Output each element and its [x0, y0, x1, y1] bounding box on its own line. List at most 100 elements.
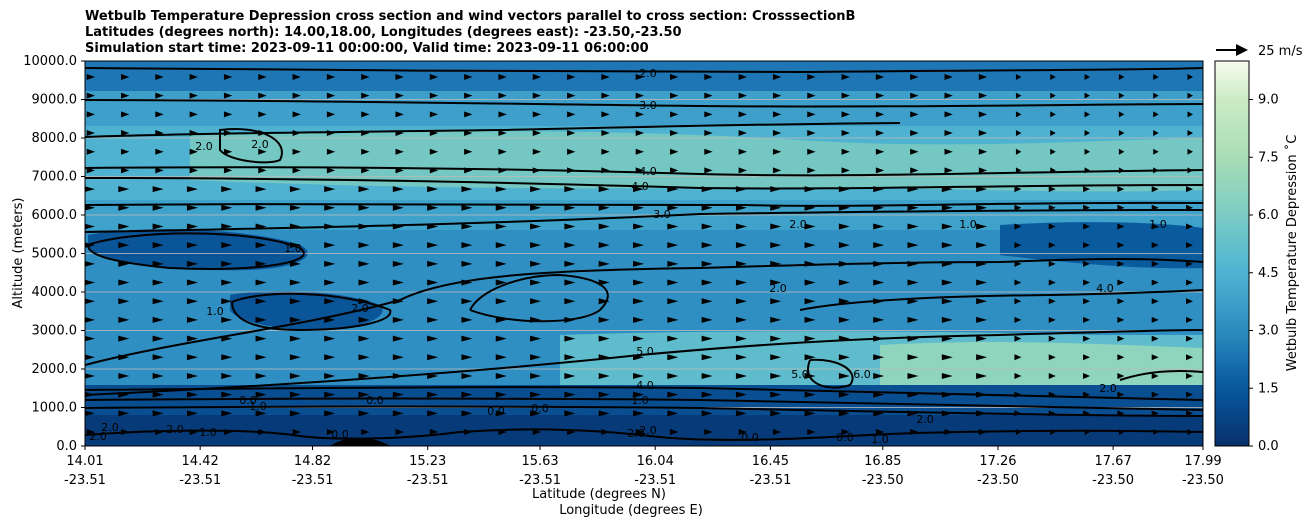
wind-arrow	[85, 242, 95, 248]
wind-arrow	[633, 204, 644, 211]
x-tick-label-lat: 15.23	[409, 454, 446, 469]
wind-arrow	[944, 167, 953, 174]
wind-arrow	[804, 279, 816, 286]
wind-arrow	[189, 429, 198, 435]
wind-arrow	[1083, 242, 1091, 249]
wind-arrow	[633, 242, 644, 249]
wind-arrow	[770, 372, 782, 379]
wind-arrow	[464, 148, 473, 155]
wind-arrow	[464, 167, 473, 174]
wind-arrow	[358, 391, 370, 398]
wind-arrow	[427, 260, 439, 267]
wind-arrow	[598, 354, 610, 361]
wind-arrow	[427, 316, 439, 323]
wind-arrow	[118, 223, 130, 230]
wind-arrow	[841, 74, 850, 80]
wind-arrow	[427, 204, 439, 211]
wind-arrow	[1153, 429, 1159, 435]
wind-arrow	[326, 74, 336, 80]
wind-arrow	[770, 316, 782, 323]
wind-arrow	[772, 429, 782, 435]
wind-arrow	[1151, 279, 1159, 286]
wind-arrow	[1048, 354, 1056, 361]
wind-arrow	[532, 167, 542, 174]
wind-arrow	[667, 391, 679, 398]
wind-arrow	[1118, 130, 1125, 137]
wind-arrow	[770, 410, 782, 417]
wind-arrow	[976, 316, 988, 323]
wind-arrow	[255, 186, 267, 193]
wind-arrow	[564, 186, 576, 193]
wind-arrow	[701, 223, 713, 230]
wind-arrow	[598, 335, 610, 342]
wind-arrow	[704, 92, 713, 99]
wind-arrow	[495, 279, 507, 286]
wind-arrow	[978, 148, 988, 155]
contour-label: 5.0	[636, 345, 654, 358]
wind-arrow	[804, 335, 816, 342]
wind-arrow	[461, 186, 473, 193]
wind-arrow	[1014, 260, 1022, 267]
wind-arrow	[358, 279, 370, 286]
wind-arrow	[221, 372, 233, 379]
wind-arrow	[670, 429, 679, 435]
wind-arrow	[1048, 260, 1056, 267]
wind-arrow	[392, 204, 404, 211]
wind-arrow	[152, 354, 164, 361]
colorbar: 0.0 1.5 3.0 4.5 6.0 7.5 9.0 Wetbulb Temperatur…	[1214, 60, 1300, 454]
wind-arrow	[635, 148, 644, 155]
wind-arrow	[567, 130, 576, 137]
wind-arrow	[152, 316, 164, 323]
wind-arrow	[461, 204, 473, 211]
wind-arrow	[670, 92, 679, 99]
wind-arrow	[1151, 223, 1159, 230]
x-tick-label-lon: -23.51	[64, 473, 106, 488]
wind-arrow	[633, 410, 644, 417]
wind-arrow	[738, 167, 747, 174]
wind-arrow	[392, 391, 404, 398]
wind-arrow	[427, 186, 439, 193]
wind-arrow	[186, 223, 198, 230]
wind-arrow	[598, 316, 610, 323]
wind-arrow	[907, 260, 919, 267]
wind-arrow	[1118, 74, 1125, 80]
wind-arrow	[701, 186, 713, 193]
wind-arrow	[429, 429, 439, 435]
contour-label: 2.0	[101, 421, 119, 434]
contour-label: 0.0	[487, 405, 505, 418]
wind-arrow	[804, 391, 816, 398]
wind-arrow	[598, 223, 610, 230]
wind-arrow	[770, 242, 782, 249]
wind-arrow	[392, 354, 404, 361]
wind-arrow	[1048, 186, 1056, 193]
wind-arrow	[429, 167, 439, 174]
wind-arrow	[1187, 74, 1193, 80]
contour-label: 1.0	[631, 394, 649, 407]
wind-arrow	[701, 242, 713, 249]
wind-arrow	[1117, 316, 1125, 323]
wind-arrow	[1153, 74, 1159, 80]
wind-arrow	[461, 260, 473, 267]
wind-arrow	[326, 167, 336, 174]
wind-arrow	[701, 335, 713, 342]
wind-arrow	[601, 167, 610, 174]
wind-arrow	[841, 429, 850, 435]
wind-arrow	[1048, 279, 1056, 286]
wind-arrow	[221, 223, 233, 230]
wind-arrow	[670, 130, 679, 137]
contour-label: 0.0	[741, 431, 759, 444]
wind-arrow	[85, 354, 95, 360]
wind-arrow	[85, 335, 95, 342]
x-tick-label-lon: -23.51	[407, 473, 449, 488]
wind-arrow	[704, 429, 713, 435]
wind-arrow	[1151, 242, 1159, 249]
wind-arrow	[564, 260, 576, 267]
wind-arrow	[564, 279, 576, 286]
wind-arrow	[1153, 130, 1159, 137]
contour-label: 1.0	[959, 218, 977, 231]
wind-arrow	[326, 111, 336, 118]
wind-arrow	[598, 204, 610, 211]
wind-arrow	[735, 316, 747, 323]
x-tick-label-lat: 17.67	[1095, 454, 1132, 469]
x-tick-label-lat: 17.99	[1184, 454, 1221, 469]
